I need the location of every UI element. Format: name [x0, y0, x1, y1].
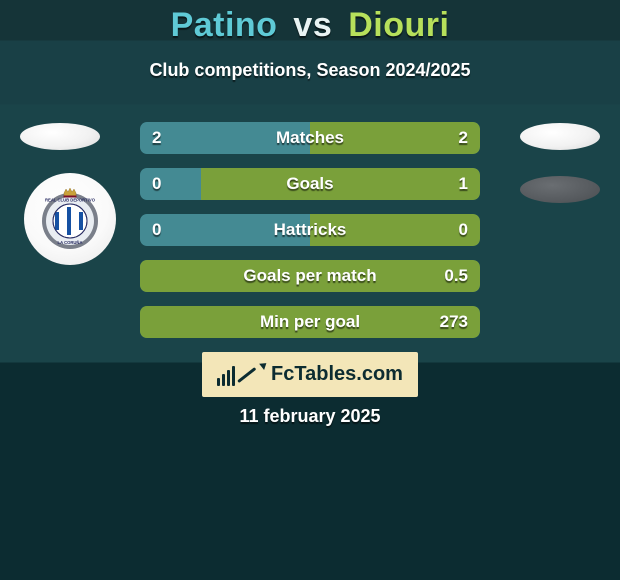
stat-label: Hattricks	[140, 214, 480, 246]
stat-label: Min per goal	[140, 306, 480, 338]
brand-bars-icon	[217, 363, 237, 386]
stat-row: 01Goals	[140, 168, 480, 200]
stat-row: 22Matches	[140, 122, 480, 154]
player1-name: Patino	[171, 6, 278, 44]
vs-label: vs	[293, 6, 332, 44]
stat-label: Matches	[140, 122, 480, 154]
player1-headshot-placeholder	[20, 123, 100, 150]
subtitle: Club competitions, Season 2024/2025	[0, 60, 620, 81]
svg-text:LA CORUÑA: LA CORUÑA	[58, 240, 83, 245]
player2-club-badge-placeholder	[520, 176, 600, 203]
brand-arrow-icon	[243, 365, 265, 385]
player1-club-badge: REAL CLUB DEPORTIVO LA CORUÑA	[24, 173, 116, 265]
svg-text:REAL CLUB DEPORTIVO: REAL CLUB DEPORTIVO	[45, 198, 96, 203]
stat-row: 0.5Goals per match	[140, 260, 480, 292]
comparison-card: { "title": { "player1": "Patino", "vs": …	[0, 0, 620, 580]
brand-plate: FcTables.com	[202, 352, 418, 397]
brand-logo: FcTables.com	[217, 363, 403, 386]
stat-row: 273Min per goal	[140, 306, 480, 338]
stat-label: Goals	[140, 168, 480, 200]
player2-headshot-placeholder	[520, 123, 600, 150]
date-label: 11 february 2025	[0, 406, 620, 427]
page-title: Patino vs Diouri	[0, 6, 620, 45]
stat-label: Goals per match	[140, 260, 480, 292]
brand-text: FcTables.com	[271, 363, 403, 386]
stats-list: 22Matches 01Goals 00Hattricks 0.5Goals per …	[140, 122, 480, 352]
player2-name: Diouri	[348, 6, 449, 44]
stat-row: 00Hattricks	[140, 214, 480, 246]
deportivo-crest-icon: REAL CLUB DEPORTIVO LA CORUÑA	[38, 187, 102, 251]
